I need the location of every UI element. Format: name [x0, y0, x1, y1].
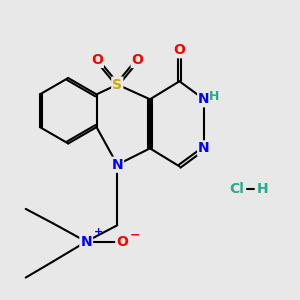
Text: Cl: Cl	[229, 182, 244, 196]
Text: H: H	[209, 90, 220, 103]
Text: N: N	[198, 92, 210, 106]
Text: O: O	[91, 53, 103, 67]
Text: O: O	[116, 235, 128, 249]
Text: −: −	[129, 229, 140, 242]
Text: O: O	[132, 53, 143, 67]
Text: N: N	[198, 141, 210, 155]
Text: S: S	[112, 78, 122, 92]
Text: H: H	[257, 182, 269, 196]
Text: N: N	[80, 235, 92, 249]
Text: O: O	[173, 43, 185, 57]
Text: N: N	[112, 158, 123, 172]
Text: +: +	[93, 227, 103, 237]
